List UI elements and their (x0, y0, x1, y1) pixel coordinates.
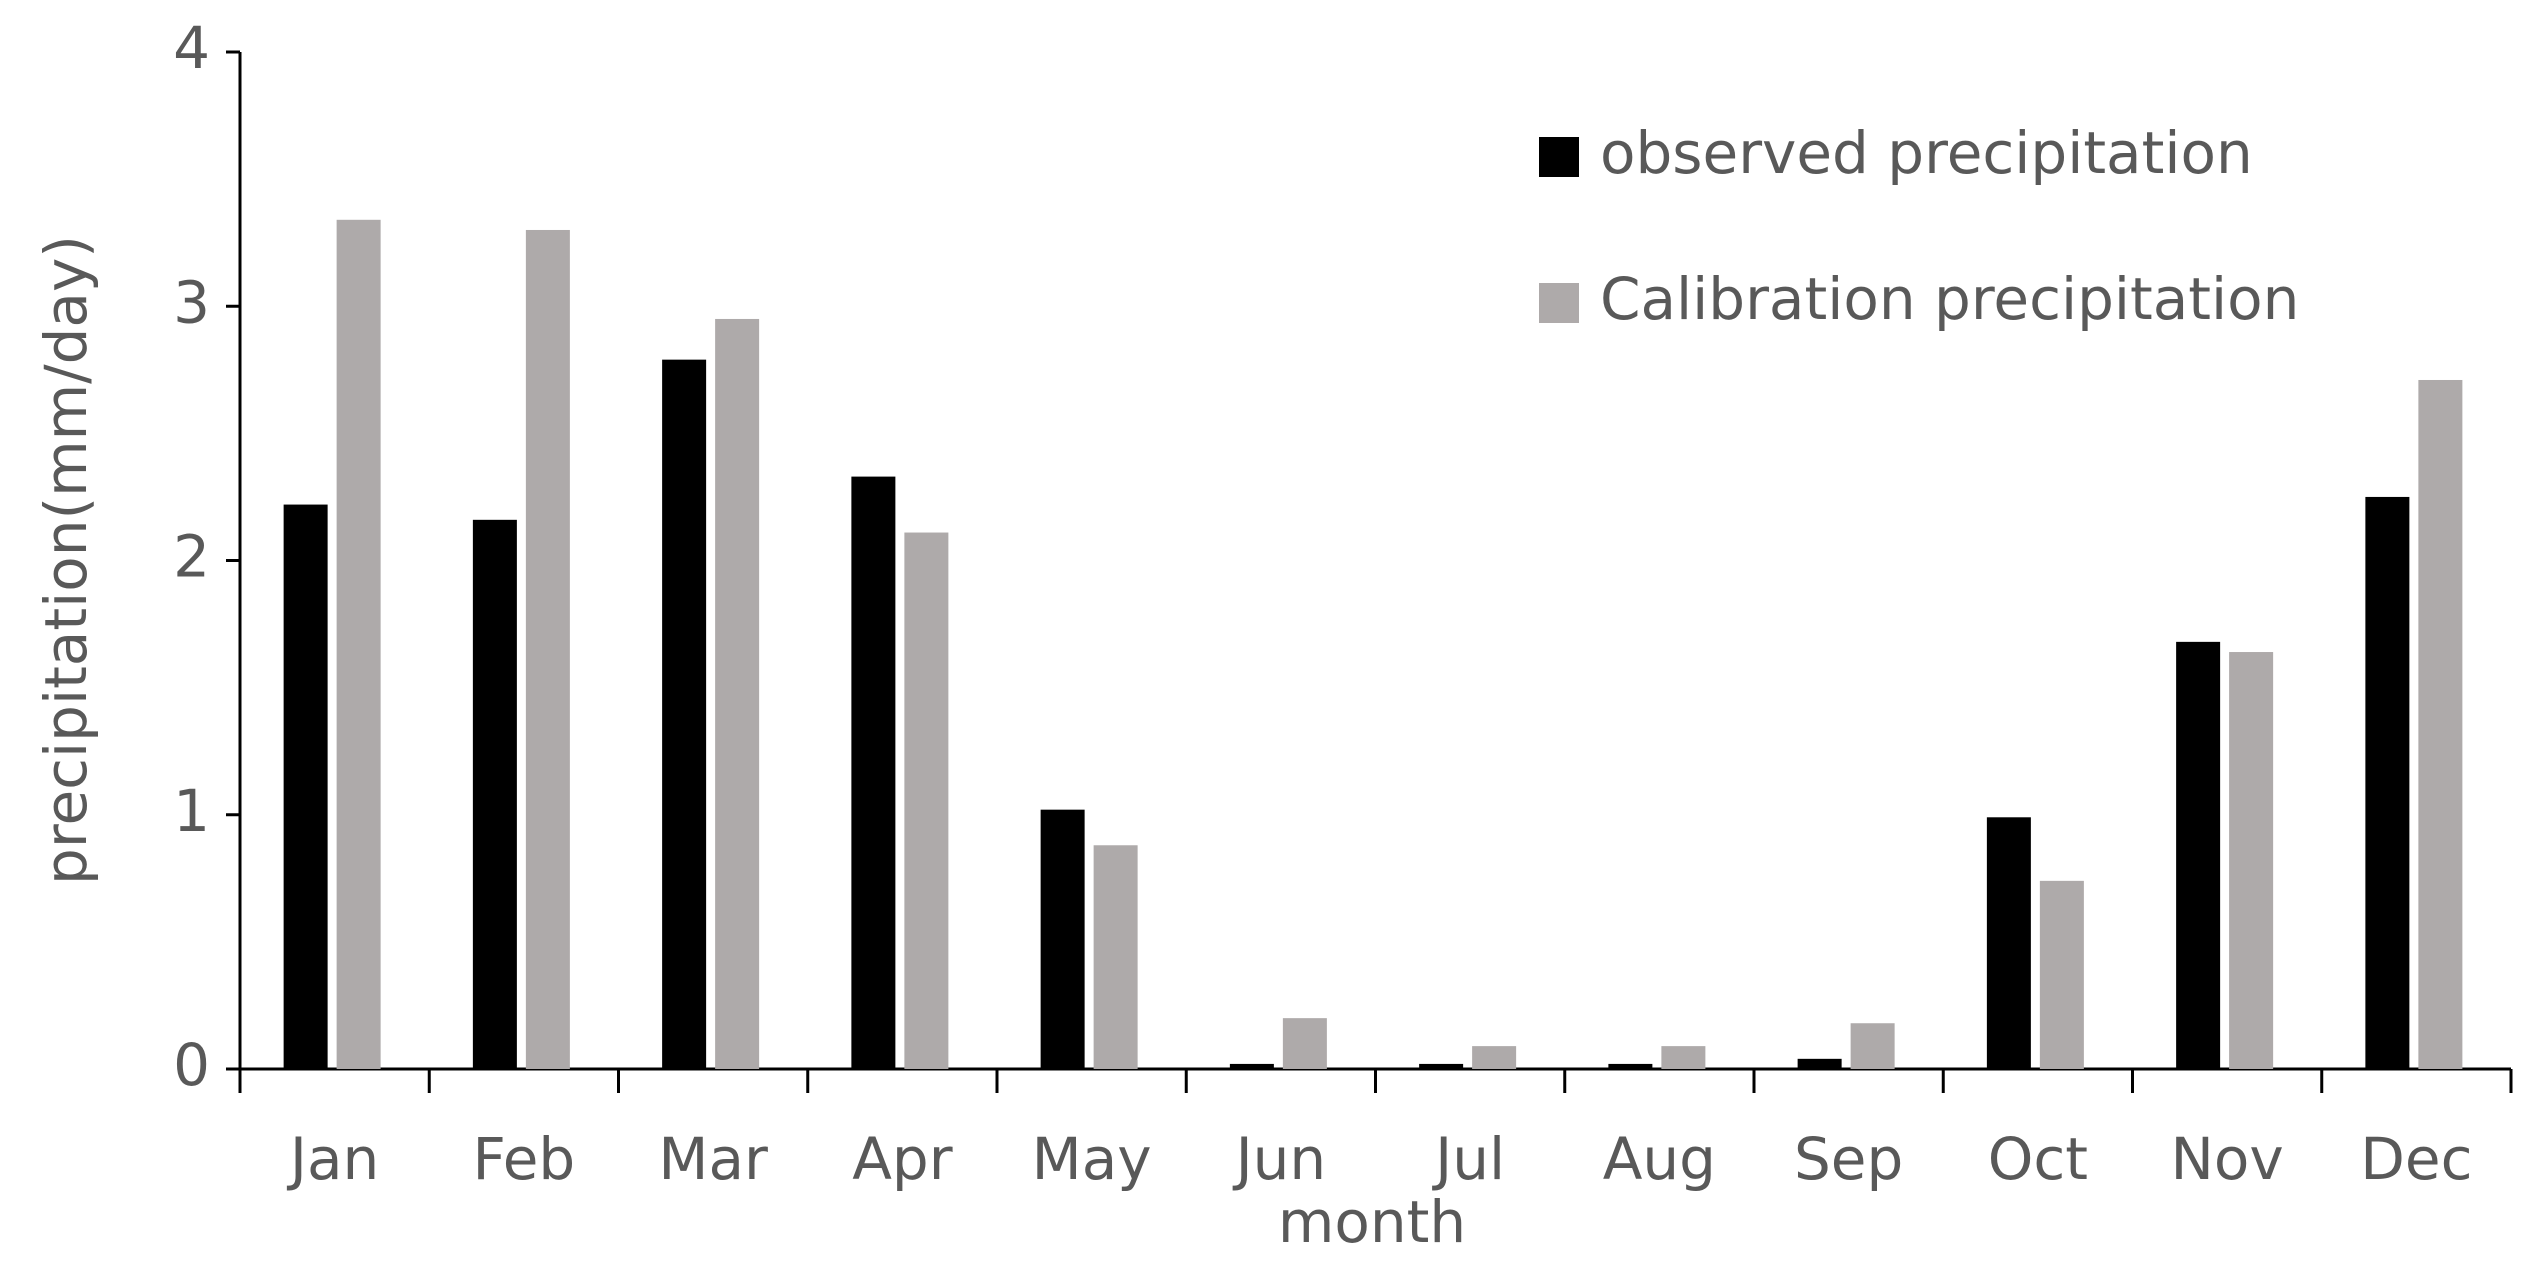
bar (1472, 1046, 1517, 1069)
x-tick-label: Mar (658, 1125, 768, 1193)
x-tick-label: Sep (1794, 1125, 1903, 1193)
bar (1229, 1063, 1274, 1069)
bar (2418, 379, 2463, 1069)
x-tick-label: Jun (1233, 1125, 1327, 1193)
bar (662, 359, 707, 1070)
bar (851, 476, 896, 1069)
x-tick-label: Nov (2171, 1125, 2284, 1193)
bar (2039, 880, 2084, 1069)
x-tick-label: Jan (287, 1125, 379, 1193)
bar (283, 504, 328, 1069)
bar (1040, 809, 1085, 1069)
bar (525, 229, 570, 1070)
bar (472, 519, 517, 1069)
y-axis-label: precipitation(mm/day) (32, 235, 100, 885)
legend-label: Calibration precipitation (1600, 265, 2299, 333)
y-tick-label: 4 (173, 14, 210, 82)
x-tick-label: Feb (473, 1125, 576, 1193)
x-tick-label: Apr (852, 1125, 952, 1193)
bar (1282, 1018, 1327, 1069)
bar (2365, 496, 2410, 1069)
x-tick-label: Oct (1988, 1125, 2088, 1193)
bar (715, 318, 760, 1069)
bar (1850, 1023, 1895, 1069)
bar (904, 532, 949, 1069)
y-tick-label: 3 (173, 268, 210, 336)
bar (1608, 1063, 1653, 1069)
bar (1093, 845, 1138, 1069)
y-tick-label: 2 (173, 523, 210, 591)
x-tick-label: Aug (1603, 1125, 1716, 1193)
x-tick-label: Dec (2360, 1125, 2472, 1193)
bar (1986, 817, 2031, 1069)
x-axis-label: month (1278, 1188, 1466, 1256)
bar (1797, 1058, 1842, 1069)
x-tick-label: Jul (1432, 1125, 1505, 1193)
bar (1661, 1046, 1706, 1069)
legend-label: observed precipitation (1600, 119, 2253, 187)
legend-swatch (1539, 137, 1579, 177)
bar (2176, 641, 2221, 1069)
y-tick-label: 1 (173, 777, 210, 845)
bar (1419, 1063, 1464, 1069)
bar (336, 219, 381, 1069)
bar (2229, 652, 2274, 1069)
y-tick-label: 0 (173, 1031, 210, 1099)
x-tick-label: May (1032, 1125, 1152, 1193)
legend-swatch (1539, 283, 1579, 323)
